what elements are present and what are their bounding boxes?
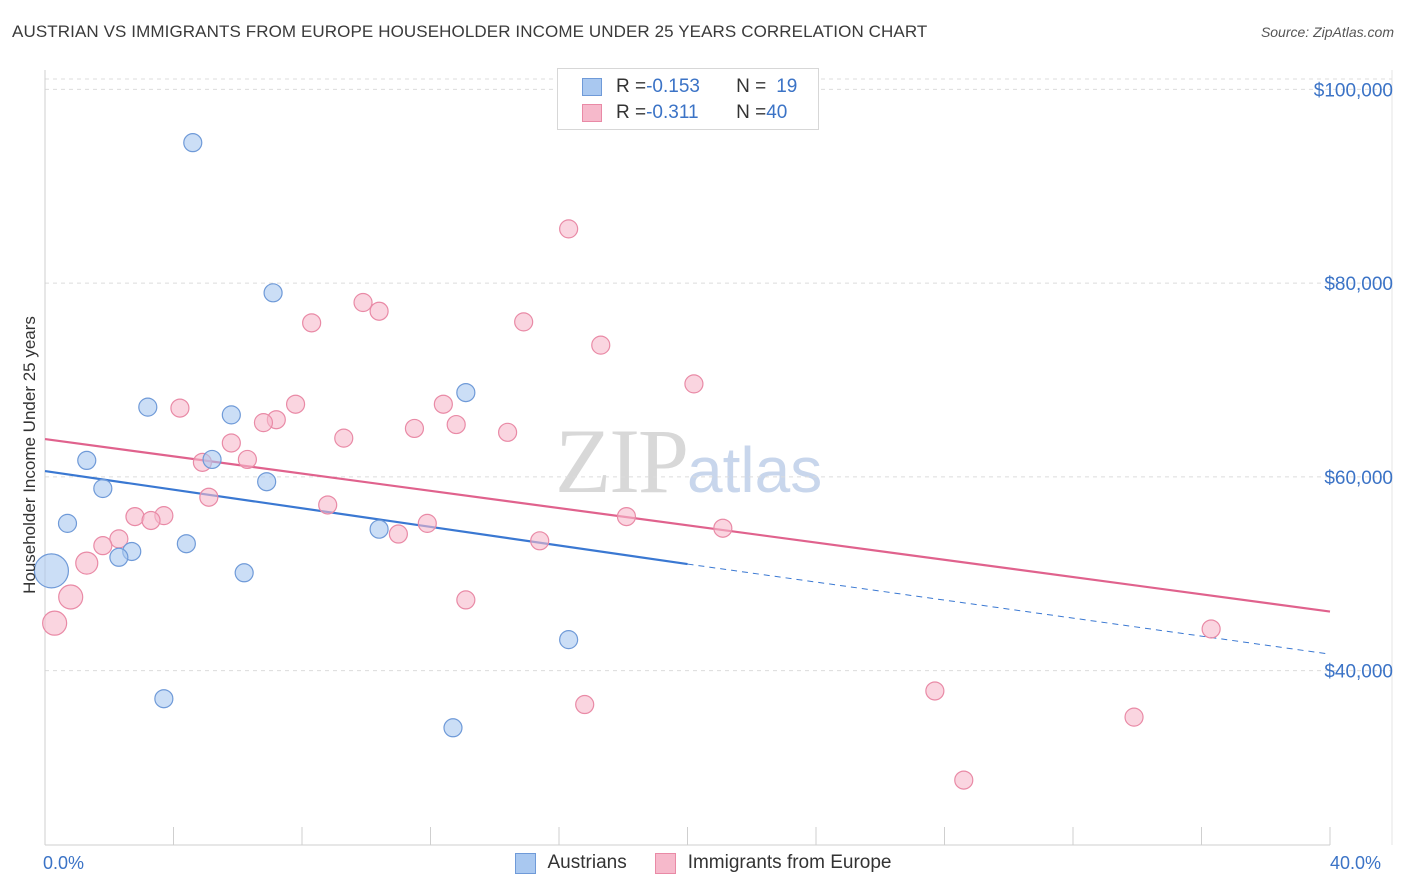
data-point-immigrants [237, 449, 257, 470]
watermark-zip: ZIP [555, 410, 689, 512]
data-point-immigrants [369, 301, 389, 321]
data-point-immigrants [285, 394, 306, 414]
trend-line-immigrants [44, 438, 1331, 613]
legend-n-value: 40 [766, 102, 788, 123]
data-point-austrians [93, 478, 113, 499]
legend-r-value: -0.153 [646, 76, 700, 97]
legend-row-immigrants: R = -0.311 N = 40 [582, 101, 787, 125]
legend-item-austrians: Austrians [514, 852, 627, 874]
data-point-immigrants [93, 536, 113, 556]
axes [44, 70, 1331, 846]
data-point-austrians [257, 472, 277, 492]
legend-r-label: R = [616, 102, 647, 123]
data-point-immigrants [141, 510, 161, 531]
data-point-immigrants [591, 335, 611, 355]
data-point-austrians [33, 553, 70, 589]
trend-lines [44, 438, 1331, 655]
x-tick-label-max: 40.0% [1330, 853, 1382, 873]
data-point-austrians [176, 534, 196, 554]
data-point-immigrants [404, 418, 425, 439]
data-point-austrians [559, 630, 579, 650]
legend-r-value: -0.311 [646, 102, 699, 123]
data-point-austrians [138, 397, 158, 417]
data-point-immigrants [417, 513, 437, 533]
y-axis-label: Householder Income Under 25 years [20, 316, 39, 594]
data-point-immigrants [575, 694, 595, 715]
y-tick-labels: $40,000 $60,000 $80,000 $100,000 [1314, 80, 1393, 682]
data-point-immigrants [318, 495, 338, 515]
data-point-immigrants [353, 292, 373, 313]
data-point-immigrants [498, 422, 518, 442]
data-point-immigrants [456, 590, 476, 610]
data-point-austrians [77, 450, 97, 471]
data-points [33, 133, 1221, 790]
data-point-immigrants [334, 428, 354, 448]
correlation-legend: R = -0.153 N = 19 R = -0.311 N = 40 [557, 68, 819, 130]
y-tick-label: $100,000 [1314, 80, 1393, 101]
y-tick-label: $80,000 [1324, 274, 1393, 295]
data-point-immigrants [446, 414, 466, 435]
data-point-immigrants [302, 313, 322, 333]
data-point-austrians [202, 449, 222, 470]
data-point-austrians [109, 547, 129, 567]
source-label: Source: ZipAtlas.com [1260, 24, 1394, 40]
legend-n-value: 19 [776, 76, 798, 97]
legend-label-immigrants: Immigrants from Europe [687, 852, 892, 873]
data-point-austrians [443, 718, 463, 738]
legend-swatch-immigrants [654, 852, 676, 874]
watermark: ZIPatlas [555, 408, 822, 514]
data-point-austrians [234, 563, 254, 583]
y-tick-label: $40,000 [1324, 662, 1393, 683]
legend-swatch-austrians [582, 78, 602, 96]
data-point-immigrants [125, 506, 145, 527]
data-point-immigrants [75, 551, 99, 575]
legend-row-austrians: R = -0.153 N = 19 [582, 75, 797, 99]
trend-line-extension [687, 563, 1331, 655]
legend-swatch-austrians [514, 852, 536, 874]
data-point-immigrants [221, 433, 241, 453]
data-point-immigrants [514, 312, 534, 332]
legend-label-austrians: Austrians [547, 852, 627, 873]
x-tick-label-min: 0.0% [43, 853, 85, 873]
chart-title: AUSTRIAN VS IMMIGRANTS FROM EUROPE HOUSE… [12, 22, 928, 41]
data-point-immigrants [713, 518, 733, 538]
data-point-immigrants [58, 584, 84, 610]
legend-n-label: N = [736, 102, 767, 123]
data-point-austrians [183, 133, 203, 153]
data-point-immigrants [925, 681, 945, 701]
data-point-austrians [369, 519, 389, 539]
data-point-immigrants [1201, 619, 1221, 639]
data-point-austrians [57, 513, 78, 533]
data-point-austrians [456, 382, 476, 403]
data-point-immigrants [199, 487, 219, 507]
data-point-immigrants [433, 394, 453, 414]
data-point-immigrants [388, 524, 408, 544]
data-point-immigrants [1124, 707, 1144, 727]
data-point-immigrants [559, 219, 579, 239]
data-point-immigrants [42, 610, 68, 636]
watermark-atlas: atlas [687, 434, 823, 506]
data-point-immigrants [170, 398, 190, 418]
data-point-austrians [221, 405, 241, 425]
trend-line-austrians [44, 469, 688, 566]
legend-swatch-immigrants [582, 104, 602, 122]
data-point-austrians [263, 283, 283, 303]
data-point-immigrants [954, 770, 974, 790]
y-tick-label: $60,000 [1324, 468, 1393, 489]
legend-r-label: R = [616, 76, 647, 97]
series-legend: Austrians Immigrants from Europe [0, 852, 1406, 874]
data-point-immigrants [530, 531, 550, 551]
data-point-immigrants [684, 374, 704, 394]
data-point-austrians [154, 689, 174, 709]
data-point-immigrants [616, 506, 637, 527]
legend-item-immigrants: Immigrants from Europe [654, 852, 892, 874]
legend-n-label: N = [736, 76, 767, 97]
data-point-immigrants [253, 413, 274, 433]
